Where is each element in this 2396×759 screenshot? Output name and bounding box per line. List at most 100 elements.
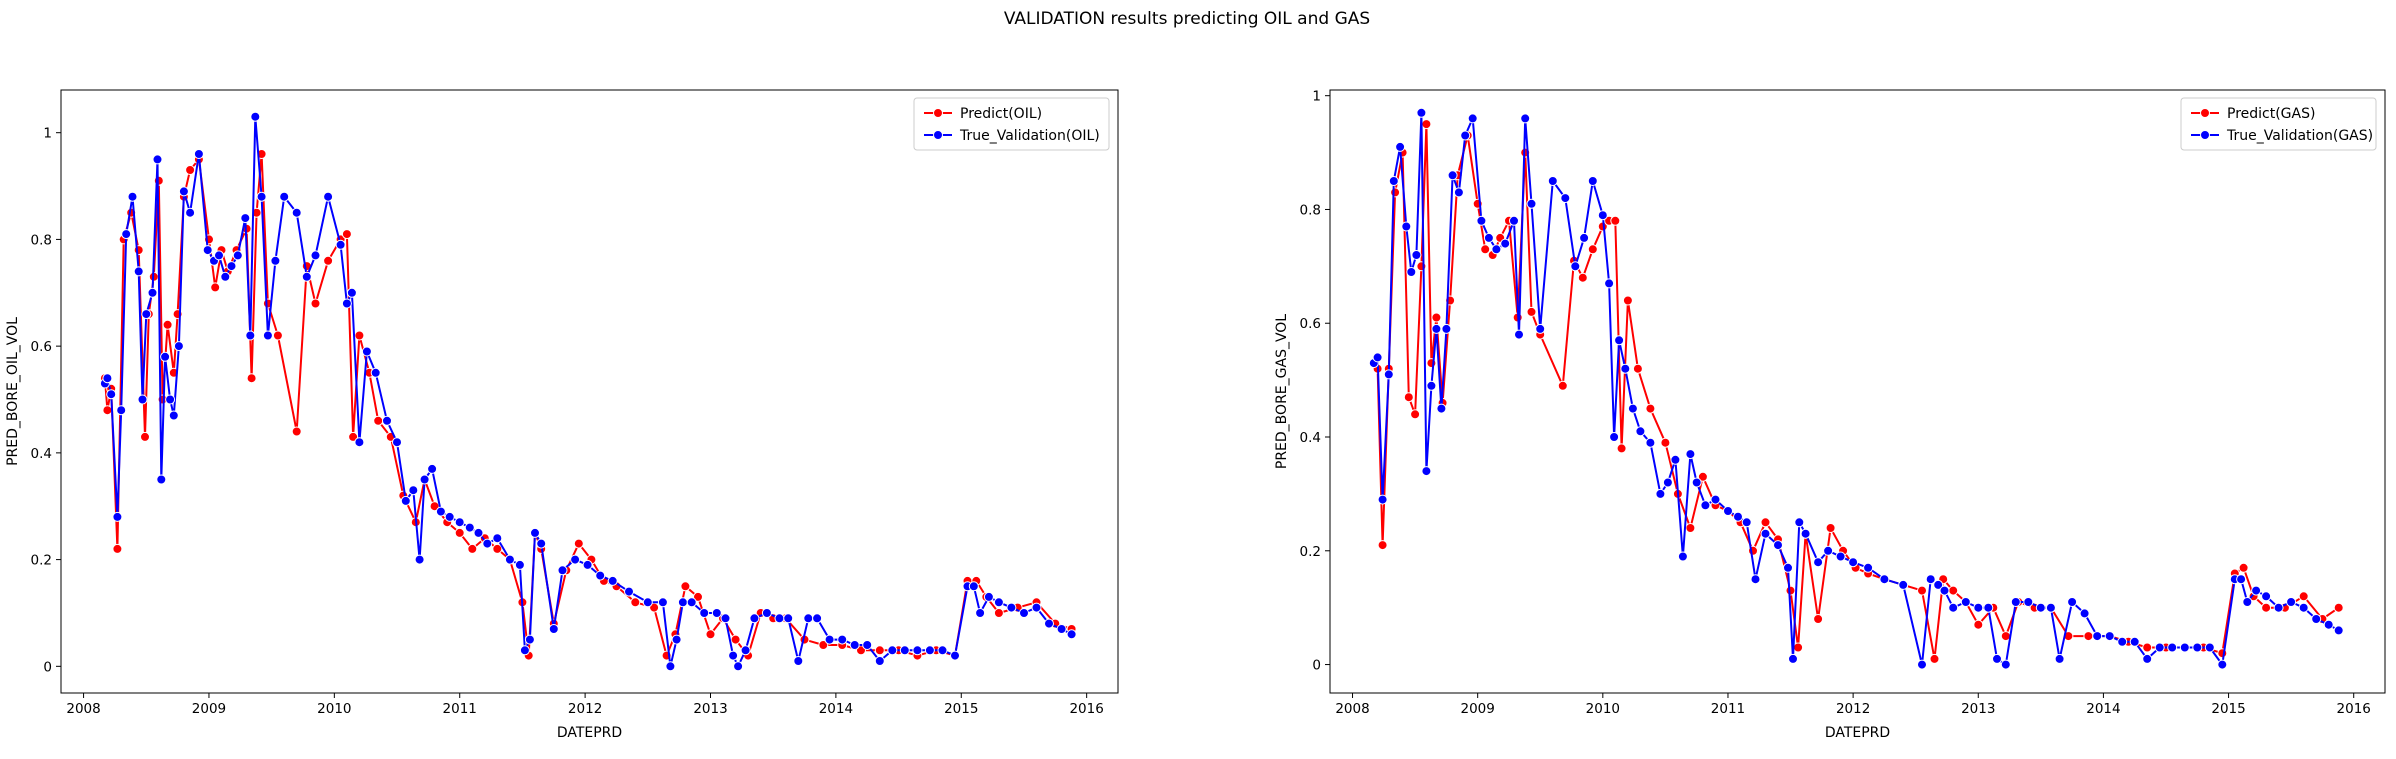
oil-series-1-point — [761, 608, 772, 618]
gas-series-0-point — [1390, 187, 1401, 198]
gas-series-1-point — [1587, 176, 1598, 186]
oil-x-tick-label: 2015 — [944, 701, 978, 717]
oil-series-1-point — [899, 645, 910, 656]
gas-series-1-point — [2261, 591, 2272, 602]
oil-series-1-point — [323, 191, 334, 202]
gas-series-0-point — [1377, 540, 1388, 551]
gas-series-1-point — [2236, 574, 2247, 585]
gas-series-1-point — [2286, 597, 2297, 607]
gas-legend-marker-1 — [2200, 130, 2210, 140]
oil-series-1-point — [793, 656, 804, 666]
oil-series-1-point — [408, 485, 419, 496]
gas-series-0-point — [1785, 585, 1796, 596]
gas-series-1-point — [1491, 244, 1502, 255]
oil-y-tick-label: 0.8 — [31, 232, 52, 248]
gas-series-0-point — [1685, 523, 1696, 533]
gas-series-1-point — [1483, 232, 1494, 243]
oil-series-1-point — [783, 613, 794, 624]
gas-series-1-point — [1691, 477, 1702, 488]
gas-series-1-point — [1447, 170, 1458, 181]
oil-series-1-point — [220, 271, 231, 282]
gas-series-0-line — [1372, 123, 2340, 660]
oil-series-0-point — [467, 543, 478, 554]
gas-series-1-point — [1453, 187, 1464, 198]
gas-series-1-point — [1406, 267, 1417, 277]
oil-series-1-point — [975, 608, 986, 618]
oil-series-1-point — [824, 634, 835, 645]
oil-series-1-point — [492, 533, 503, 544]
gas-series-1-point — [2251, 585, 2262, 596]
oil-axes-frame — [60, 89, 1119, 694]
gas-series-0-point — [2238, 562, 2249, 573]
gas-series-1-point — [1635, 426, 1646, 437]
oil-series-1-point — [454, 517, 465, 528]
gas-series-1-point — [1460, 130, 1471, 141]
gas-x-tick-label: 2015 — [2211, 701, 2245, 717]
oil-series-1-point — [720, 613, 731, 624]
gas-series-1-point — [1992, 653, 2002, 664]
oil-series-1-point — [624, 586, 634, 597]
gas-legend-marker-0 — [2200, 108, 2210, 118]
oil-series-1-point — [482, 538, 493, 549]
oil-series-1-point — [127, 191, 138, 202]
oil-series-1-point — [557, 565, 568, 576]
oil-series-1-point — [582, 559, 593, 570]
gas-series-1-point — [2104, 631, 2115, 642]
oil-series-1-point — [711, 608, 722, 618]
gas-series-0-point — [2083, 631, 2094, 642]
gas-series-1-point — [1925, 574, 1936, 585]
gas-series-0-point — [1610, 215, 1621, 226]
gas-series-1-point — [1431, 323, 1442, 334]
gas-series-1-point — [1750, 574, 1761, 585]
gas-series-1-point — [2067, 597, 2078, 607]
oil-series-1-point — [665, 661, 676, 672]
gas-series-1-point — [1500, 238, 1511, 249]
oil-x-tick-label: 2009 — [192, 701, 226, 717]
oil-series-0-point — [291, 426, 302, 437]
oil-series-1-point — [1066, 629, 1077, 640]
oil-series-1-point — [514, 559, 525, 570]
oil-series-1-point — [335, 239, 346, 250]
gas-x-axis-label: DATEPRD — [1825, 725, 1890, 741]
gas-series-1-point — [1645, 437, 1656, 448]
gas-series-0-point — [1421, 119, 1432, 130]
oil-series-1-point — [849, 640, 860, 650]
gas-series-1-point — [1609, 432, 1620, 442]
gas-legend-label-0: Predict(GAS) — [2227, 106, 2315, 122]
oil-series-0-point — [680, 581, 691, 592]
gas-series-1-point — [1823, 545, 1834, 556]
oil-series-1-point — [147, 287, 158, 298]
gas-series-0-point — [1587, 244, 1598, 255]
oil-series-1-point — [116, 405, 127, 416]
oil-x-tick-label: 2008 — [66, 701, 100, 717]
gas-series-1-point — [1670, 454, 1681, 465]
oil-series-1-point — [202, 245, 213, 256]
gas-series-0-point — [1431, 312, 1442, 323]
gas-x-tick-label: 2010 — [1586, 701, 1620, 717]
gas-series-1-point — [1677, 551, 1688, 562]
oil-series-0-point — [102, 405, 113, 416]
gas-series-1-line — [1372, 111, 2340, 666]
figure-title: VALIDATION results predicting OIL and GA… — [1004, 9, 1370, 29]
oil-series-1-point — [121, 229, 132, 240]
oil-legend-box — [913, 97, 1110, 151]
oil-series-1-point — [524, 634, 535, 645]
gas-series-1-point — [1377, 494, 1388, 505]
gas-series-1-point — [1760, 528, 1771, 539]
gas-series-1-point — [1526, 198, 1537, 209]
oil-series-1-point — [279, 191, 290, 202]
oil-series-1-point — [983, 591, 994, 602]
gas-series-0-point — [2333, 602, 2344, 613]
oil-series-1-point — [370, 367, 381, 378]
oil-series-1-point — [232, 250, 243, 261]
oil-series-0-point — [630, 597, 641, 608]
gas-series-1-point — [1388, 176, 1399, 186]
gas-series-1-point — [1848, 557, 1859, 568]
oil-series-1-point — [1044, 618, 1054, 629]
gas-series-0-point — [1760, 517, 1771, 528]
gas-series-1-point — [1426, 380, 1437, 391]
oil-series-1-point — [536, 538, 547, 549]
gas-series-1-point — [2333, 625, 2344, 636]
gas-y-tick-label: 0.6 — [1300, 316, 1321, 332]
gas-series-1-point — [1604, 278, 1615, 289]
